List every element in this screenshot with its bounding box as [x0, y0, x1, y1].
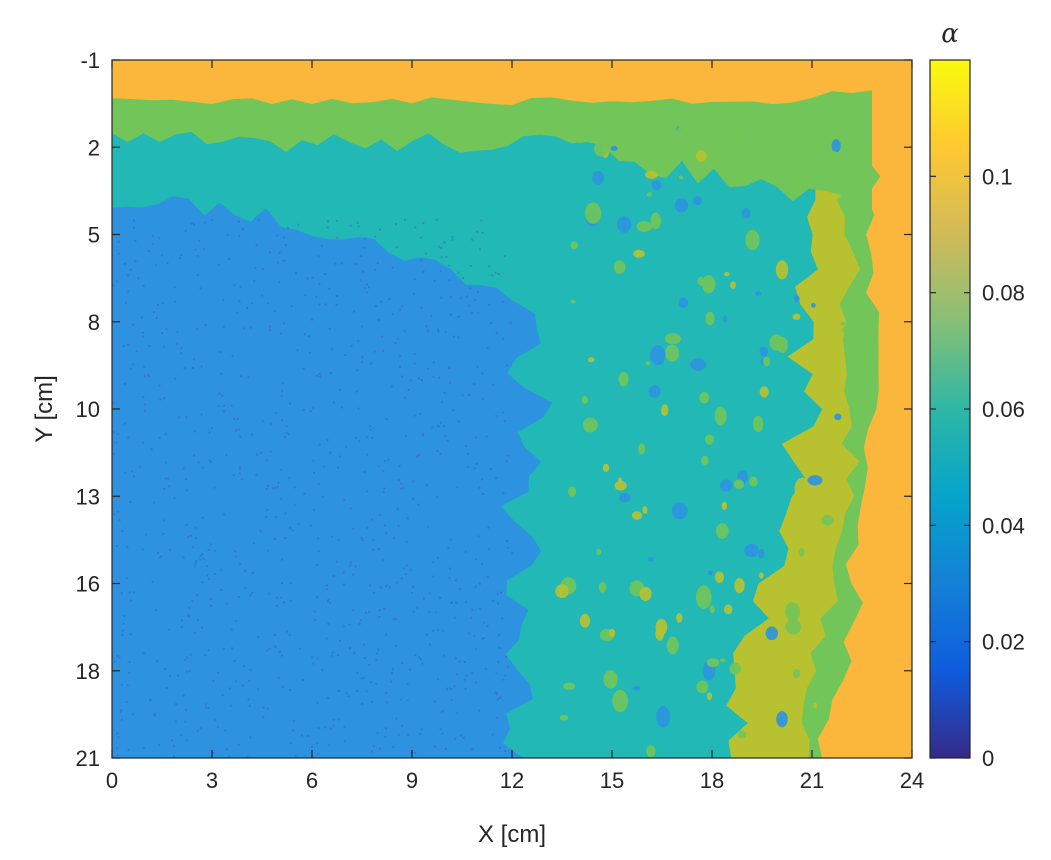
y-tick-label: 5 [88, 223, 100, 248]
x-tick-label: 18 [700, 768, 724, 793]
x-tick-label: 6 [306, 768, 318, 793]
x-tick-label: 24 [900, 768, 924, 793]
colorbar-tick-label: 0.1 [982, 164, 1013, 189]
y-axis-ticks: -1 2 5 8 10 13 16 18 21 [76, 48, 912, 771]
y-tick-label: 16 [76, 572, 100, 597]
y-tick-label: -1 [80, 48, 100, 73]
y-axis-title: Y [cm] [31, 375, 58, 443]
y-tick-label: 8 [88, 310, 100, 335]
x-tick-label: 3 [206, 768, 218, 793]
region-right-edge [817, 60, 912, 758]
x-axis-title: X [cm] [478, 821, 546, 848]
x-axis-ticks: 0 3 6 9 12 15 18 21 24 [106, 60, 924, 793]
colorbar-title: α [941, 19, 959, 49]
y-tick-label: 21 [76, 746, 100, 771]
colorbar-tick-label: 0.04 [982, 513, 1025, 538]
colorbar-tick-label: 0.02 [982, 630, 1025, 655]
colorbar-tick-label: 0 [982, 746, 994, 771]
x-tick-label: 15 [600, 768, 624, 793]
y-tick-label: 10 [76, 397, 100, 422]
y-tick-label: 13 [76, 484, 100, 509]
y-tick-label: 2 [88, 135, 100, 160]
region-lower-left [112, 196, 553, 758]
transition-patches [555, 121, 849, 758]
plot-area [112, 60, 912, 758]
speckle-texture [112, 218, 514, 758]
x-tick-label: 0 [106, 768, 118, 793]
colorbar [929, 59, 971, 759]
x-tick-label: 21 [800, 768, 824, 793]
region-upper-edge [112, 60, 912, 105]
y-tick-label: 18 [76, 659, 100, 684]
colorbar-tick-label: 0.06 [982, 397, 1025, 422]
x-tick-label: 12 [500, 768, 524, 793]
colorbar-ticks: 0 0.02 0.04 0.06 0.08 0.1 [930, 164, 1025, 771]
x-tick-label: 9 [406, 768, 418, 793]
colorbar-tick-label: 0.08 [982, 281, 1025, 306]
